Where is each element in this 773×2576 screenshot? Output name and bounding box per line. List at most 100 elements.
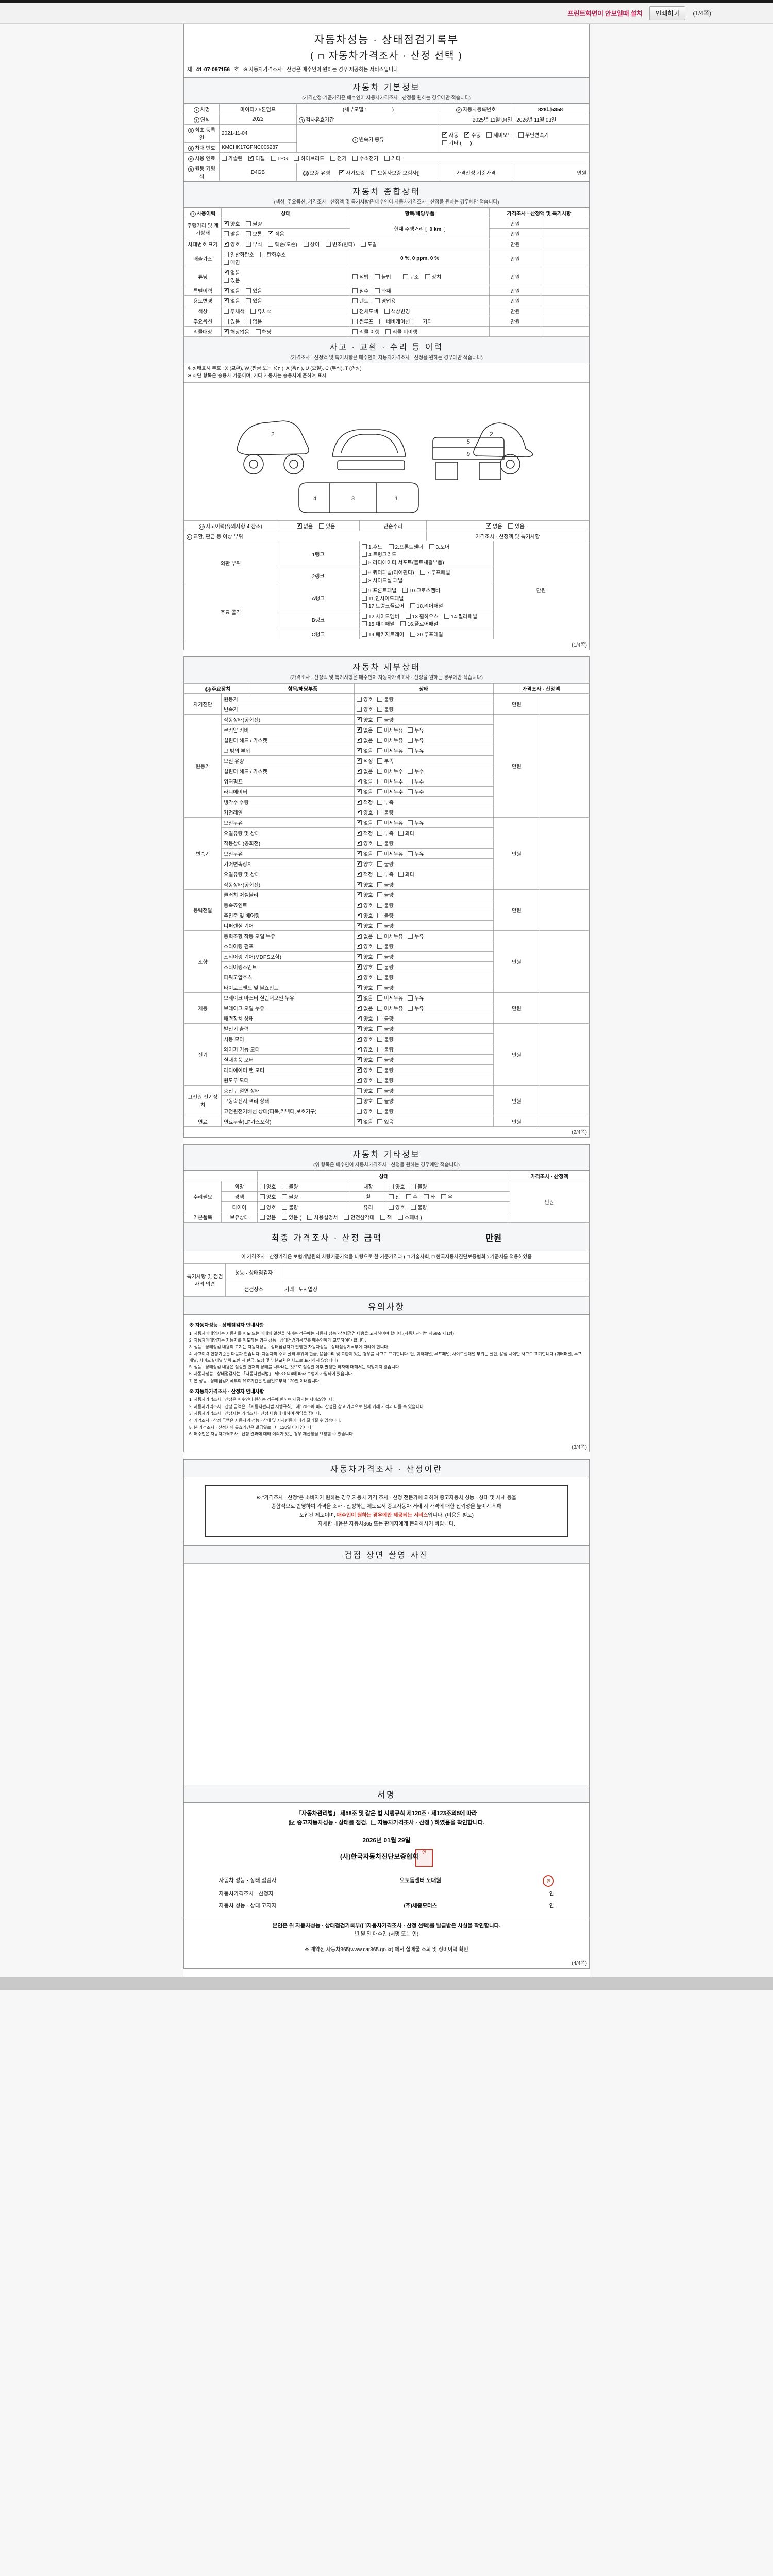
opt-few[interactable]: 적음 [268, 230, 284, 238]
checkbox-icon[interactable] [362, 559, 367, 565]
opt-불량[interactable]: 불량 [377, 963, 394, 971]
opt-device[interactable]: 장치 [425, 273, 441, 280]
checkbox-icon[interactable] [307, 1214, 313, 1220]
checkbox-icon[interactable] [222, 156, 227, 161]
checkbox-icon[interactable] [377, 933, 383, 939]
checkbox-icon[interactable] [379, 319, 385, 324]
opt-good[interactable]: 양호 [260, 1193, 276, 1200]
checkbox-icon[interactable] [389, 1194, 394, 1199]
opt-양호[interactable]: 양호 [357, 891, 373, 899]
trans-opt-1[interactable]: 수동 [464, 131, 481, 139]
checkbox-icon[interactable] [282, 1194, 288, 1199]
opt-불량[interactable]: 불량 [377, 1014, 394, 1022]
opt-none[interactable]: 없음 [260, 1213, 276, 1221]
checkbox-icon[interactable] [357, 777, 362, 784]
checkbox-icon[interactable] [357, 1088, 362, 1093]
opt-불량[interactable]: 불량 [377, 911, 394, 919]
opt-없음[interactable]: 없음 [357, 819, 373, 826]
checkbox-icon[interactable] [377, 789, 383, 794]
checkbox-icon[interactable] [357, 922, 362, 928]
checkbox-icon[interactable] [377, 851, 383, 856]
checkbox-icon[interactable] [357, 716, 362, 722]
checkbox-icon[interactable] [362, 603, 367, 608]
checkbox-icon[interactable] [398, 871, 404, 877]
checkbox-icon[interactable] [375, 274, 380, 279]
part-cross-member[interactable]: 10.크로스멤버 [402, 586, 440, 594]
opt-양호[interactable]: 양호 [357, 808, 373, 816]
opt-different[interactable]: 상이 [303, 240, 320, 248]
checkbox-icon[interactable] [400, 621, 406, 626]
checkbox-icon[interactable] [508, 523, 514, 529]
opt-미세누유[interactable]: 미세누유 [377, 1004, 403, 1012]
opt-bad[interactable]: 불량 [282, 1203, 298, 1211]
part-door[interactable]: 3.도어 [429, 543, 449, 550]
opt-양호[interactable]: 양호 [357, 1014, 373, 1022]
opt-미세누유[interactable]: 미세누유 [377, 850, 403, 857]
opt-recall-done[interactable]: 리콜 이행 [352, 328, 380, 335]
opt-exists[interactable]: 있음 ( [282, 1213, 301, 1221]
opt-불량[interactable]: 불량 [377, 1107, 394, 1115]
opt-누수[interactable]: 누수 [408, 777, 424, 785]
checkbox-icon[interactable] [246, 298, 251, 303]
opt-not-applicable[interactable]: 해당없음 [224, 328, 249, 335]
checkbox-icon[interactable] [224, 286, 229, 293]
opt-양호[interactable]: 양호 [357, 942, 373, 950]
opt-불량[interactable]: 불량 [377, 901, 394, 909]
checkbox-icon[interactable] [357, 932, 362, 939]
opt-양호[interactable]: 양호 [357, 880, 373, 888]
opt-적정[interactable]: 적정 [357, 757, 373, 765]
checkbox-icon[interactable] [260, 1194, 265, 1199]
checkbox-icon[interactable] [357, 706, 362, 712]
opt-recall-pending[interactable]: 리콜 미이행 [385, 328, 417, 335]
checkbox-icon[interactable] [402, 587, 408, 593]
checkbox-icon[interactable] [423, 1194, 429, 1199]
checkbox-icon[interactable] [377, 1015, 383, 1021]
opt-미세누유[interactable]: 미세누유 [377, 747, 403, 754]
opt-누유[interactable]: 누유 [408, 736, 424, 744]
checkbox-icon[interactable] [377, 1088, 383, 1093]
checkbox-icon[interactable] [408, 1005, 413, 1011]
opt-부족[interactable]: 부족 [377, 757, 394, 765]
checkbox-icon[interactable] [380, 1214, 386, 1220]
opt-none[interactable]: 없음 [224, 297, 240, 304]
checkbox-icon[interactable] [377, 985, 383, 990]
checkbox-icon[interactable] [377, 954, 383, 959]
opt-없음[interactable]: 없음 [357, 788, 373, 795]
checkbox-icon[interactable] [377, 1098, 383, 1104]
opt-불량[interactable]: 불량 [377, 705, 394, 713]
checkbox-icon[interactable] [444, 613, 450, 619]
checkbox-icon[interactable] [325, 242, 331, 247]
opt-applicable[interactable]: 해당 [255, 328, 272, 335]
opt-부족[interactable]: 부족 [377, 798, 394, 806]
part-radiator-support[interactable]: 5.라디에이터 서포트(볼트체결부품) [362, 558, 444, 566]
opt-누수[interactable]: 누수 [408, 767, 424, 775]
trans-opt-3[interactable]: 무단변속기 [518, 131, 549, 139]
opt-없음[interactable]: 없음 [357, 726, 373, 734]
opt-normal[interactable]: 보통 [246, 230, 262, 238]
checkbox-icon[interactable] [282, 1183, 288, 1189]
checkbox-icon[interactable] [377, 1077, 383, 1083]
checkbox-icon[interactable] [410, 603, 415, 608]
fuel-opt-0[interactable]: 가솔린 [222, 154, 243, 162]
checkbox-icon[interactable] [371, 170, 376, 175]
checkbox-icon[interactable] [377, 861, 383, 867]
opt-structure[interactable]: 구조 [402, 273, 419, 280]
opt-양호[interactable]: 양호 [357, 984, 373, 991]
checkbox-icon[interactable] [357, 953, 362, 959]
checkbox-icon[interactable] [224, 219, 229, 226]
opt-누유[interactable]: 누유 [408, 994, 424, 1002]
checkbox-icon[interactable] [362, 544, 367, 549]
opt-과다[interactable]: 과다 [398, 829, 414, 837]
opt-없음[interactable]: 없음 [357, 747, 373, 754]
checkbox-icon[interactable] [352, 288, 358, 293]
checkbox-icon[interactable] [377, 706, 383, 712]
opt-불량[interactable]: 불량 [377, 973, 394, 981]
opt-적정[interactable]: 적정 [357, 870, 373, 878]
checkbox-icon[interactable] [294, 156, 299, 161]
opt-누유[interactable]: 누유 [408, 932, 424, 940]
checkbox-icon[interactable] [357, 984, 362, 990]
checkbox-icon[interactable] [362, 577, 367, 583]
opt-other[interactable]: 기타 [416, 317, 432, 325]
opt-과다[interactable]: 과다 [398, 870, 414, 878]
opt-누수[interactable]: 누수 [408, 788, 424, 795]
